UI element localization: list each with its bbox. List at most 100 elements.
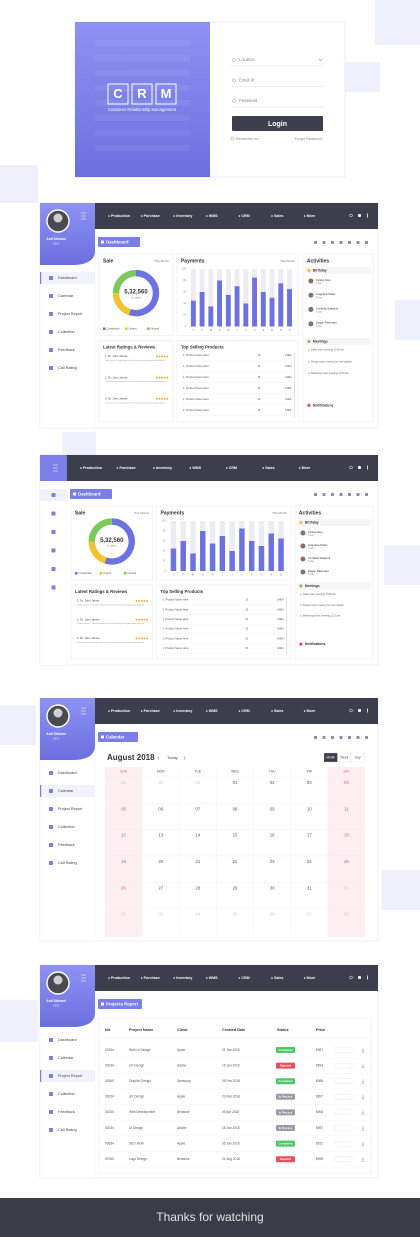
rating-star	[135, 618, 138, 621]
day-number: 04	[344, 780, 349, 785]
view-button[interactable]	[350, 752, 365, 763]
menu-item[interactable]: Project Report	[58, 807, 83, 811]
view-label[interactable]: Week	[340, 756, 348, 760]
rating-star	[156, 376, 158, 379]
menu-item[interactable]: Call Rating	[58, 861, 77, 865]
menu-item[interactable]: Call Rating	[58, 366, 77, 370]
weekday: SUN	[120, 769, 128, 773]
action-select	[334, 1156, 353, 1162]
nav-item[interactable]: More	[302, 466, 311, 470]
menu-item[interactable]: Collection	[58, 330, 75, 334]
nav-item[interactable]: Inventory	[176, 709, 192, 713]
column-header: Created Date	[222, 1028, 245, 1032]
product-qty: 15	[257, 364, 260, 368]
login-button-label[interactable]: Login	[268, 121, 287, 128]
menu-icon	[51, 530, 56, 534]
nav-item[interactable]: Sales	[274, 709, 283, 713]
section-icon	[299, 584, 303, 588]
nav-item[interactable]: Sales	[274, 214, 283, 218]
menu-item[interactable]: Calendar	[58, 1056, 74, 1060]
brand-pattern	[95, 100, 190, 106]
nav-item[interactable]: Production	[111, 214, 130, 218]
nav-item[interactable]: WMS	[209, 709, 218, 713]
nav-item[interactable]: More	[307, 709, 316, 713]
today-button[interactable]: Today	[167, 755, 178, 760]
meeting-item: Marketing team meeting 11:30 am	[303, 615, 341, 618]
day-number: 31	[195, 780, 200, 785]
menu-item[interactable]: Project Report	[58, 1074, 83, 1078]
nav-item[interactable]: Purchase	[144, 709, 160, 713]
x-tick-label: M	[211, 573, 213, 577]
menu-active	[40, 1070, 95, 1082]
search-icon	[349, 213, 353, 218]
day-number: 08	[344, 912, 349, 917]
day-number: 06	[158, 806, 163, 811]
status-pill	[276, 1125, 295, 1131]
status-label: In Process	[279, 1126, 293, 1130]
nav-dot	[116, 467, 119, 469]
nav-item[interactable]: More	[307, 976, 316, 980]
nav-item[interactable]: Inventory	[176, 214, 192, 218]
nav-item[interactable]: Sales	[274, 976, 283, 980]
forgot-link[interactable]: Forgot Password?	[295, 137, 323, 141]
menu-item[interactable]: Call Rating	[58, 1128, 77, 1132]
section-title: Notifications	[313, 403, 334, 407]
y-tick-label: 80	[163, 530, 166, 533]
brand-pattern	[95, 55, 190, 61]
nav-item[interactable]: Production	[111, 709, 130, 713]
nav-item[interactable]: Inventory	[156, 466, 172, 470]
nav-item[interactable]: WMS	[192, 466, 201, 470]
weekday: MON	[157, 769, 165, 773]
nav-item[interactable]: Production	[111, 976, 130, 980]
view-label[interactable]: Month	[326, 756, 335, 760]
bar	[219, 536, 226, 571]
menu-item[interactable]: Feedback	[58, 1110, 75, 1114]
menu-item[interactable]: Dashboard	[58, 1038, 77, 1042]
nav-item[interactable]: WMS	[209, 976, 218, 980]
tool-icon	[314, 736, 317, 739]
menu-item[interactable]: Collection	[58, 1092, 75, 1096]
menu-item[interactable]: Project Report	[58, 312, 83, 316]
nav-item[interactable]: CRM	[229, 466, 237, 470]
nav-dot	[303, 215, 306, 217]
nav-item[interactable]: CRM	[241, 709, 249, 713]
login-button[interactable]	[232, 116, 323, 131]
view-label[interactable]: Day	[355, 756, 361, 760]
nav-dot	[206, 977, 208, 979]
legend-label: Normal	[128, 571, 137, 575]
nav-item[interactable]: WMS	[209, 214, 218, 218]
nav-item[interactable]: CRM	[241, 976, 249, 980]
menu-item[interactable]: Calendar	[58, 294, 74, 298]
more-icon	[367, 708, 368, 713]
card	[98, 1017, 372, 1174]
person-when: Today	[308, 560, 315, 563]
menu-item[interactable]: Calendar	[58, 789, 74, 793]
top-bar	[95, 965, 378, 991]
menu-item[interactable]: Feedback	[58, 843, 75, 847]
tool-icon	[356, 736, 360, 739]
menu-item[interactable]: Collection	[58, 825, 75, 829]
nav-item[interactable]: Production	[83, 466, 102, 470]
menu-icon	[51, 493, 56, 497]
menu-item[interactable]: Dashboard	[58, 771, 77, 775]
download-icon	[361, 1110, 365, 1115]
nav-item[interactable]: Sales	[265, 466, 274, 470]
cell: 05 Feb 2018	[222, 1079, 240, 1083]
nav-item[interactable]: Inventory	[176, 976, 192, 980]
nav-item[interactable]: Purchase	[144, 214, 160, 218]
page-title: Calendar	[106, 734, 125, 739]
page-title: Dashboard	[78, 491, 101, 496]
review-name: 2. Dr. John James	[105, 375, 128, 379]
menu-item[interactable]: Dashboard	[58, 276, 77, 280]
nav-dot	[189, 467, 192, 469]
cell: Apple	[177, 1048, 185, 1052]
cell: SEO Work	[129, 1141, 144, 1145]
nav-item[interactable]: Purchase	[144, 976, 160, 980]
nav-item[interactable]: CRM	[241, 214, 249, 218]
donut-segment	[104, 518, 135, 565]
field-placeholder: Location	[239, 57, 256, 62]
card	[156, 584, 292, 660]
nav-item[interactable]: More	[307, 214, 316, 218]
nav-item[interactable]: Purchase	[119, 466, 135, 470]
menu-item[interactable]: Feedback	[58, 348, 75, 352]
